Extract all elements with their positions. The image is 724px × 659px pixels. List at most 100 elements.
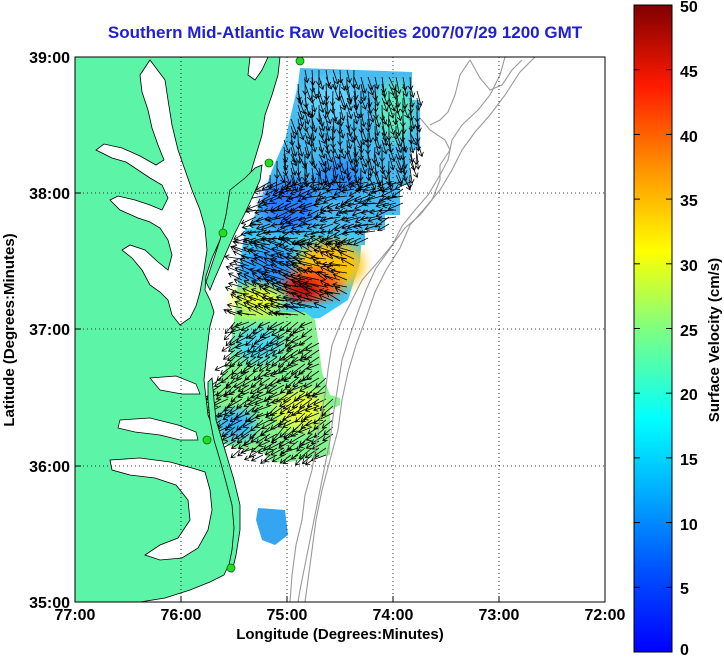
velocity-arrow (254, 244, 271, 253)
velocity-arrow (381, 202, 397, 209)
velocity-arrow (332, 273, 348, 281)
velocity-arrow (277, 194, 292, 200)
velocity-arrow (213, 377, 229, 387)
velocity-arrow (229, 356, 243, 368)
velocity-arrow (264, 349, 278, 358)
x-tick-label: 72:00 (585, 607, 626, 624)
velocity-arrow (269, 335, 285, 345)
velocity-arrow (370, 188, 390, 195)
velocity-arrow (254, 405, 271, 413)
velocity-arrow (263, 370, 278, 378)
velocity-arrow (297, 104, 305, 121)
velocity-arrow (333, 188, 348, 196)
velocity-arrow (284, 216, 299, 224)
velocity-arrow (326, 292, 341, 302)
velocity-arrow (235, 335, 250, 344)
velocity-arrow (402, 104, 410, 119)
velocity-arrow (331, 194, 348, 201)
velocity-arrow (310, 167, 317, 183)
velocity-arrow (224, 419, 236, 431)
velocity-arrow (381, 139, 388, 155)
velocity-arrow (358, 139, 365, 154)
velocity-arrow (257, 370, 271, 379)
velocity-arrow (230, 370, 243, 379)
velocity-arrow (232, 239, 250, 246)
velocity-arrow (319, 208, 334, 215)
velocity-arrow (253, 335, 271, 345)
velocity-arrow (395, 118, 402, 137)
velocity-arrow (248, 222, 264, 228)
velocity-arrow (289, 272, 313, 281)
velocity-arrow (362, 187, 376, 194)
velocity-arrow (338, 251, 355, 260)
velocity-arrow (234, 321, 250, 329)
velocity-arrow (244, 370, 257, 381)
velocity-arrow (245, 335, 257, 347)
y-tick-label: 36:00 (29, 459, 70, 476)
velocity-arrow (303, 412, 320, 421)
velocity-arrow (409, 83, 416, 98)
velocity-arrow (371, 146, 378, 164)
x-tick-label: 73:00 (479, 607, 520, 624)
velocity-arrow (223, 391, 236, 398)
velocity-arrow (354, 187, 369, 193)
velocity-arrow (258, 440, 271, 448)
velocity-arrow (360, 83, 367, 102)
velocity-arrow (367, 160, 374, 177)
velocity-arrow (361, 200, 376, 207)
velocity-arrow (364, 223, 383, 231)
velocity-arrow (229, 405, 243, 414)
velocity-arrow (237, 384, 250, 392)
velocity-arrow (311, 223, 327, 229)
velocity-arrow (252, 363, 264, 372)
velocity-arrow (263, 277, 285, 288)
velocity-arrow (309, 230, 327, 237)
velocity-arrow (227, 342, 243, 352)
velocity-arrow (388, 104, 395, 119)
velocity-arrow (315, 209, 327, 218)
velocity-arrow (323, 289, 341, 295)
velocity-arrow (277, 269, 299, 281)
velocity-arrow (307, 426, 320, 435)
velocity-arrow (318, 139, 325, 153)
velocity-arrow (234, 300, 250, 309)
colorbar-tick-label: 50 (680, 0, 698, 16)
velocity-arrow (374, 139, 381, 156)
velocity-arrow (365, 118, 371, 133)
velocity-arrow (346, 104, 353, 120)
velocity-arrow (340, 202, 355, 209)
velocity-arrow (304, 292, 327, 302)
velocity-arrow (322, 216, 341, 223)
velocity-arrow (266, 391, 285, 401)
velocity-arrow (302, 167, 308, 183)
velocity-arrow (388, 146, 396, 162)
velocity-arrow (290, 118, 299, 136)
velocity-arrow (283, 370, 299, 382)
velocity-arrow (300, 412, 313, 423)
velocity-arrow (265, 363, 278, 371)
velocity-arrow (385, 160, 392, 176)
velocity-arrow (247, 398, 264, 407)
velocity-arrow (260, 454, 271, 464)
velocity-arrow (282, 412, 299, 421)
velocity-arrow (329, 180, 348, 186)
velocity-arrow (365, 195, 383, 202)
velocity-arrow (233, 412, 250, 421)
fast-jet-core (286, 280, 318, 300)
velocity-arrow (416, 139, 424, 158)
velocity-arrow (226, 398, 243, 409)
velocity-arrow (276, 202, 292, 211)
velocity-arrow (247, 230, 264, 236)
velocity-arrow (309, 69, 316, 86)
river-inlet-2 (149, 375, 201, 395)
velocity-arrow (269, 263, 292, 274)
velocity-arrow (360, 111, 367, 128)
velocity-arrow (334, 202, 348, 210)
velocity-arrow (339, 97, 347, 111)
velocity-arrow (266, 216, 285, 223)
colorbar-tick-label: 5 (680, 581, 689, 598)
grid-lines (75, 57, 605, 602)
velocity-arrow (395, 132, 403, 148)
velocity-arrow (302, 202, 320, 211)
velocity-arrow (346, 132, 353, 150)
